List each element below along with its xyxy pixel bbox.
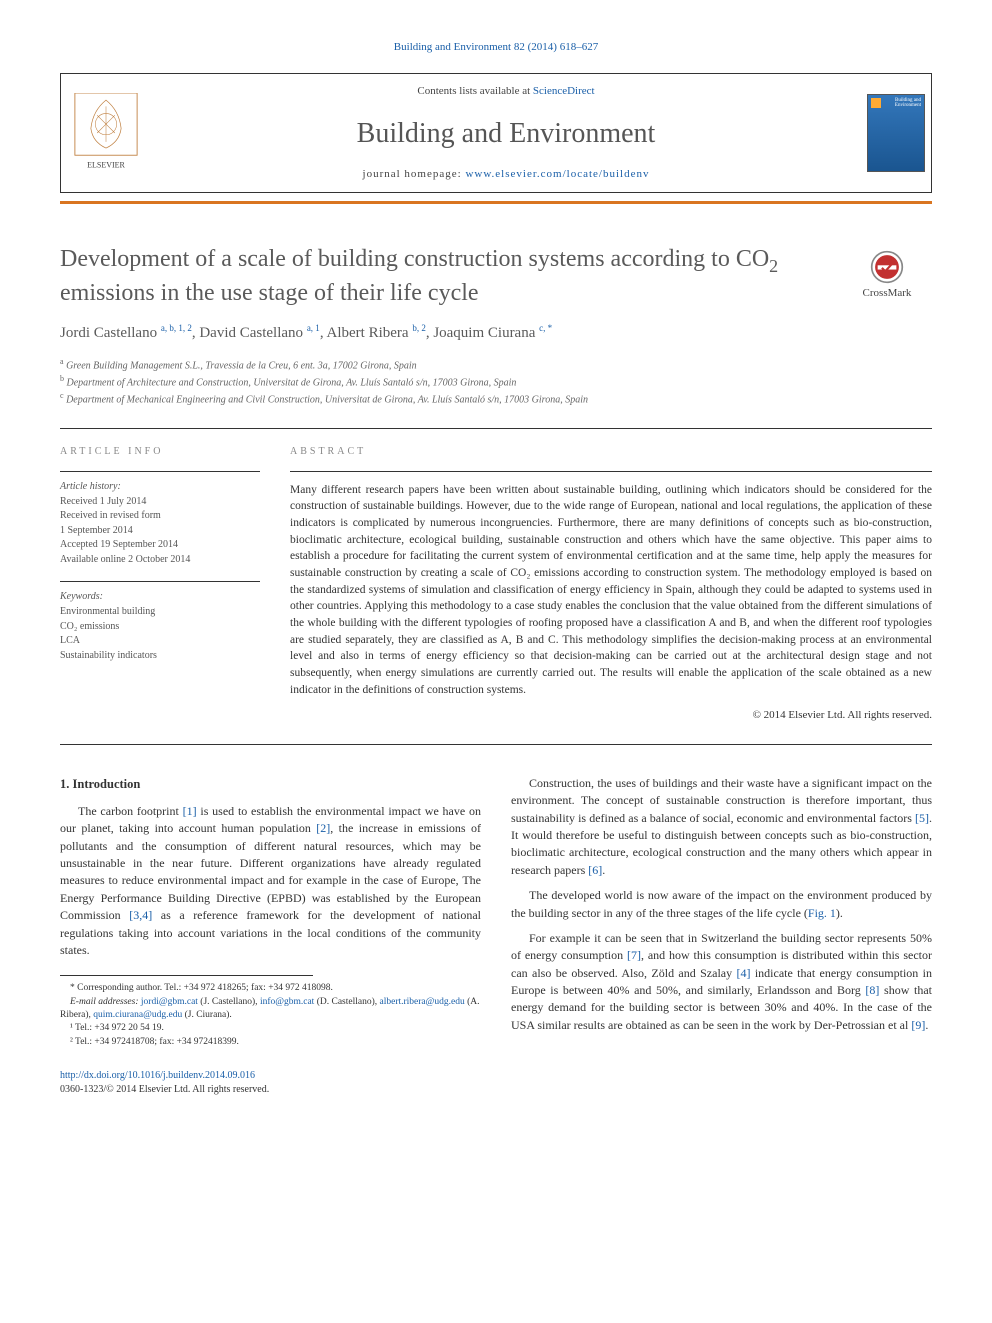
article-info-heading: ARTICLE INFO (60, 445, 260, 459)
affiliation: b Department of Architecture and Constru… (60, 373, 822, 390)
keyword: Sustainability indicators (60, 649, 260, 664)
doi-block: http://dx.doi.org/10.1016/j.buildenv.201… (60, 1069, 481, 1098)
accent-bar (60, 201, 932, 204)
right-column: Construction, the uses of buildings and … (511, 775, 932, 1098)
footnote-tel-1: ¹ Tel.: +34 972 20 54 19. (60, 1022, 481, 1035)
corresponding-author-note: * Corresponding author. Tel.: +34 972 41… (60, 982, 481, 995)
journal-header: ELSEVIER Contents lists available at Sci… (60, 73, 932, 193)
crossmark-icon (870, 250, 904, 284)
divider (60, 428, 932, 429)
issn-copyright: 0360-1323/© 2014 Elsevier Ltd. All right… (60, 1083, 481, 1098)
author: Albert Ribera b, 2 (327, 325, 426, 341)
footnote-divider (60, 975, 313, 976)
history-line: 1 September 2014 (60, 524, 260, 539)
elsevier-logo: ELSEVIER (61, 74, 151, 192)
author: Joaquim Ciurana c, * (433, 325, 552, 341)
divider (60, 744, 932, 745)
email-addresses: E-mail addresses: jordi@gbm.cat (J. Cast… (60, 996, 481, 1023)
author: Jordi Castellano a, b, 1, 2 (60, 325, 192, 341)
doi-link[interactable]: http://dx.doi.org/10.1016/j.buildenv.201… (60, 1069, 481, 1084)
left-column: 1. Introduction The carbon footprint [1]… (60, 775, 481, 1098)
history-line: Received in revised form (60, 509, 260, 524)
article-history: Article history: Received 1 July 2014Rec… (60, 480, 260, 568)
affiliation: a Green Building Management S.L., Traves… (60, 356, 822, 373)
body-paragraph: The developed world is now aware of the … (511, 887, 932, 922)
author: David Castellano a, 1 (199, 325, 319, 341)
contents-list-line: Contents lists available at ScienceDirec… (161, 84, 851, 99)
citation: Building and Environment 82 (2014) 618–6… (60, 40, 932, 55)
elsevier-text: ELSEVIER (87, 161, 125, 170)
keywords-label: Keywords: (60, 590, 260, 604)
abstract-copyright: © 2014 Elsevier Ltd. All rights reserved… (290, 708, 932, 723)
keyword: Environmental building (60, 605, 260, 620)
journal-homepage-link[interactable]: www.elsevier.com/locate/buildenv (465, 168, 649, 180)
journal-cover-thumbnail: Building and Environment (861, 74, 931, 192)
section-1-heading: 1. Introduction (60, 775, 481, 793)
body-paragraph: Construction, the uses of buildings and … (511, 775, 932, 879)
keyword: CO₂ emissions (60, 620, 260, 635)
keywords-block: Keywords: Environmental buildingCO₂ emis… (60, 590, 260, 663)
affiliation: c Department of Mechanical Engineering a… (60, 390, 822, 407)
article-info-sidebar: ARTICLE INFO Article history: Received 1… (60, 445, 260, 724)
crossmark-badge[interactable]: CrossMark (842, 250, 932, 301)
history-line: Received 1 July 2014 (60, 495, 260, 510)
abstract-heading: ABSTRACT (290, 445, 932, 459)
body-paragraph: The carbon footprint [1] is used to esta… (60, 803, 481, 960)
affiliations: a Green Building Management S.L., Traves… (60, 356, 822, 408)
body-paragraph: For example it can be seen that in Switz… (511, 930, 932, 1034)
body-columns: 1. Introduction The carbon footprint [1]… (60, 775, 932, 1098)
journal-homepage-line: journal homepage: www.elsevier.com/locat… (161, 167, 851, 182)
history-label: Article history: (60, 480, 260, 494)
footnotes: * Corresponding author. Tel.: +34 972 41… (60, 982, 481, 1048)
keyword: LCA (60, 634, 260, 649)
history-line: Available online 2 October 2014 (60, 553, 260, 568)
crossmark-label: CrossMark (863, 286, 912, 301)
history-line: Accepted 19 September 2014 (60, 538, 260, 553)
footnote-tel-2: ² Tel.: +34 972418708; fax: +34 97241839… (60, 1036, 481, 1049)
abstract-text: Many different research papers have been… (290, 482, 932, 699)
sciencedirect-link[interactable]: ScienceDirect (533, 85, 595, 97)
author-list: Jordi Castellano a, b, 1, 2, David Caste… (60, 322, 822, 344)
journal-name: Building and Environment (161, 114, 851, 153)
article-title: Development of a scale of building const… (60, 244, 822, 307)
abstract-block: ABSTRACT Many different research papers … (290, 445, 932, 724)
